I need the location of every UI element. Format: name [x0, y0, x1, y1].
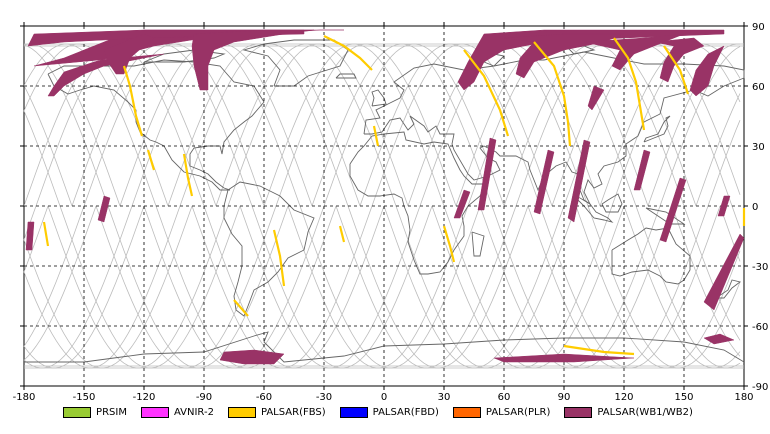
fbs-swath: [533, 41, 572, 147]
wb-swath: [533, 149, 555, 215]
wb-swath: [25, 221, 35, 251]
legend-label: PALSAR(FBS): [260, 406, 326, 418]
coastline: [611, 227, 691, 285]
legend-label: PRSIM: [96, 406, 127, 418]
x-tick-label: -30: [316, 392, 332, 403]
legend-label: PALSAR(PLR): [485, 406, 551, 418]
y-tick-label: 30: [752, 142, 765, 153]
legend-item-palsar-plr: PALSAR(PLR): [452, 406, 551, 418]
x-tick-label: 0: [381, 392, 387, 403]
legend-swatch: [227, 406, 256, 418]
coastline: [242, 39, 349, 87]
fbs-swath: [463, 49, 510, 137]
wb-swath: [457, 29, 725, 91]
legend-item-avnir2: AVNIR-2: [140, 406, 214, 418]
fbs-swath: [613, 37, 646, 131]
legend-label: PALSAR(WB1/WB2): [597, 406, 693, 418]
wb-swath: [567, 139, 591, 223]
coastline: [643, 115, 671, 143]
legend-swatch: [564, 406, 593, 418]
x-tick-label: 180: [734, 392, 753, 403]
x-tick-label: -90: [196, 392, 212, 403]
fbs-swath: [372, 125, 380, 147]
x-tick-label: -180: [13, 392, 36, 403]
legend: PRSIM AVNIR-2 PALSAR(FBS) PALSAR(FBD) PA…: [0, 402, 770, 422]
coastline: [47, 59, 265, 191]
legend-item-palsar-fbd: PALSAR(FBD): [339, 406, 439, 418]
axis-ticks: -180 -150 -120 -90 -60 -30 0 30 60 90 120 150 180 90 6…: [13, 22, 768, 403]
orbit-track: [23, 43, 741, 369]
wb-swath: [453, 189, 471, 219]
x-tick-label: 60: [498, 392, 511, 403]
x-tick-label: -150: [73, 392, 96, 403]
legend-swatch: [63, 406, 92, 418]
legend-label: PALSAR(FBD): [372, 406, 439, 418]
x-tick-label: 150: [674, 392, 693, 403]
wb-swath: [703, 233, 745, 311]
legend-swatch: [140, 406, 169, 418]
fbs-swath: [563, 344, 635, 356]
y-tick-label: 0: [752, 202, 758, 213]
fbs-swath: [122, 65, 144, 137]
acquisition-swaths: [25, 29, 746, 365]
wb-swath: [689, 45, 725, 97]
x-tick-label: -120: [133, 392, 156, 403]
wb-swath: [103, 33, 155, 75]
wb-swath: [477, 137, 497, 211]
wb-swath: [191, 29, 315, 91]
fbs-swath: [663, 45, 690, 95]
x-tick-label: 30: [438, 392, 451, 403]
y-tick-label: -90: [752, 382, 768, 393]
legend-item-palsar-wb: PALSAR(WB1/WB2): [564, 406, 693, 418]
legend-item-prsim: PRSIM: [63, 406, 127, 418]
coastline: [349, 131, 487, 275]
wb-swath: [493, 353, 635, 363]
y-tick-label: -60: [752, 322, 768, 333]
coastline: [471, 231, 485, 257]
fbs-swath: [323, 35, 373, 71]
fbs-swath: [272, 229, 286, 287]
coastline: [223, 181, 315, 317]
wb-swath: [97, 195, 111, 223]
fbs-swath: [442, 225, 456, 263]
wb-swath: [503, 33, 625, 79]
x-tick-label: 120: [614, 392, 633, 403]
fbs-swath: [182, 153, 194, 197]
y-tick-label: -30: [752, 262, 768, 273]
coastline: [371, 89, 387, 107]
fbs-swath: [338, 225, 346, 243]
coastline: [573, 195, 614, 223]
coastline: [715, 279, 742, 299]
wb-swath: [587, 85, 605, 111]
wb-swath: [703, 333, 735, 345]
wb-swath: [717, 195, 731, 217]
wb-swath: [659, 177, 687, 243]
legend-swatch: [339, 406, 368, 418]
legend-item-palsar-fbs: PALSAR(FBS): [227, 406, 326, 418]
orbit-track: [23, 43, 741, 369]
coastline: [335, 73, 357, 79]
orbit-track: [383, 43, 741, 369]
x-tick-label: -60: [256, 392, 272, 403]
y-tick-label: 90: [752, 22, 765, 33]
coastline: [24, 331, 745, 363]
legend-label: AVNIR-2: [173, 406, 214, 418]
legend-swatch: [452, 406, 481, 418]
coastline: [601, 193, 623, 213]
fbs-swath: [42, 221, 50, 247]
fbs-swath: [146, 149, 156, 171]
fbs-swath: [233, 299, 249, 317]
coastline: [645, 207, 686, 225]
wb-swath: [633, 149, 651, 191]
x-tick-label: 90: [558, 392, 571, 403]
y-tick-label: 60: [752, 82, 765, 93]
wb-swath: [219, 349, 285, 365]
